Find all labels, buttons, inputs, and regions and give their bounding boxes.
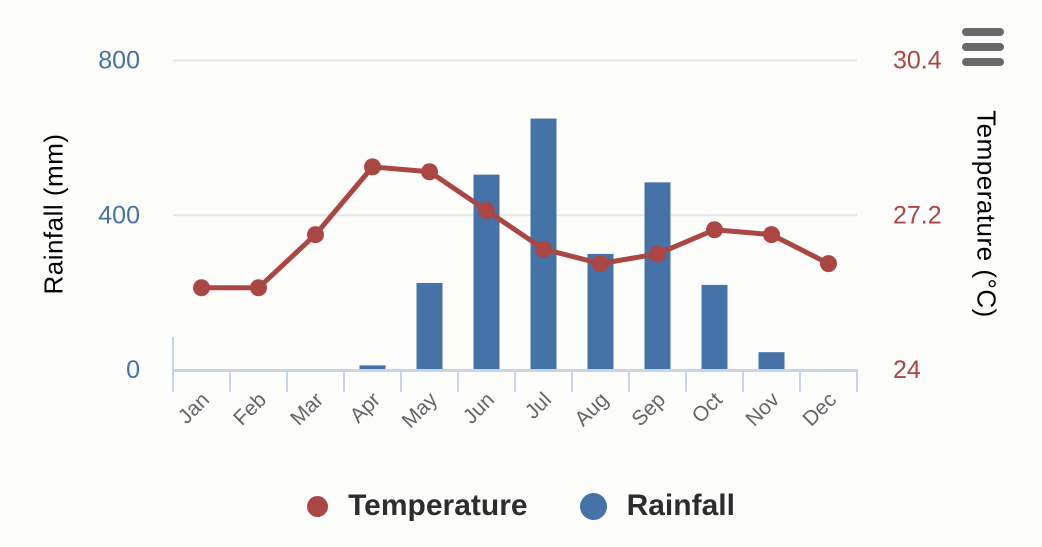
rainfall-bar-sep[interactable] [644,182,671,370]
right-axis-label-27.2: 27.2 [893,201,942,229]
rainfall-legend-label: Rainfall [626,489,735,522]
menu-bar-top [962,28,1004,36]
x-axis-label-sep: Sep [627,388,670,431]
rainfall-bar-nov[interactable] [758,352,785,370]
x-axis-label-jan: Jan [174,388,214,428]
rainfall-bar-may[interactable] [416,282,443,370]
legend: Temperature Rainfall [0,482,1042,530]
x-axis-label-jun: Jun [459,388,499,428]
right-axis-title: Temperature (°C) [971,110,1002,318]
right-axis-label-30.4: 30.4 [893,47,942,75]
menu-bar-middle [962,43,1004,51]
hamburger-menu-icon[interactable] [962,28,1004,66]
x-axis-label-jul: Jul [521,388,556,423]
menu-bar-bottom [962,58,1004,66]
x-axis-label-aug: Aug [570,388,613,431]
legend-item-rainfall[interactable]: Rainfall [579,489,735,523]
temperature-legend-label: Temperature [348,489,528,522]
temperature-point-aug[interactable] [592,255,609,273]
temperature-point-oct[interactable] [706,221,723,239]
temperature-legend-marker-icon [307,495,329,517]
x-axis-label-apr: Apr [346,388,385,427]
rainfall-bar-apr[interactable] [359,365,386,370]
left-axis-label-0: 0 [126,356,140,384]
temperature-point-jan[interactable] [193,279,210,297]
rainfall-bar-oct[interactable] [701,284,728,370]
temperature-point-dec[interactable] [820,255,837,273]
x-axis-label-dec: Dec [798,388,841,431]
temperature-point-feb[interactable] [250,279,267,297]
temperature-point-jul[interactable] [535,240,552,258]
x-axis-label-nov: Nov [741,388,784,431]
left-axis-label-800: 800 [98,47,140,75]
x-axis-label-mar: Mar [286,388,328,430]
rainfall-legend-marker-icon [579,492,607,520]
temperature-line[interactable] [199,164,831,291]
x-axis-label-feb: Feb [229,388,271,430]
rainfall-bar-aug[interactable] [587,253,614,370]
left-axis-title: Rainfall (mm) [38,133,69,295]
right-axis-label-24: 24 [893,356,921,384]
temperature-point-apr[interactable] [364,158,381,176]
x-axis-label-oct: Oct [688,388,727,427]
left-axis-label-400: 400 [98,201,140,229]
temperature-point-mar[interactable] [307,226,324,244]
temperature-point-jun[interactable] [478,201,495,219]
x-axis-label-may: May [398,388,443,433]
legend-item-temperature[interactable]: Temperature [307,489,528,523]
temperature-point-may[interactable] [421,163,438,181]
temperature-point-sep[interactable] [649,245,666,263]
temperature-point-nov[interactable] [763,226,780,244]
